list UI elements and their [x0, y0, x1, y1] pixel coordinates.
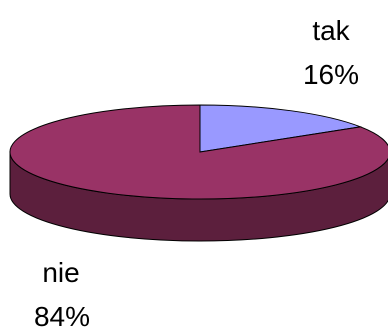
slice-label-nie: nie — [42, 257, 80, 288]
pie-tops — [9, 104, 388, 200]
pie-slice-nie — [9, 104, 388, 200]
slice-percent-tak: 16% — [302, 59, 360, 90]
slice-percent-nie: 84% — [33, 301, 91, 332]
slice-label-tak: tak — [312, 15, 350, 46]
pie-slice-tak — [199, 104, 363, 153]
